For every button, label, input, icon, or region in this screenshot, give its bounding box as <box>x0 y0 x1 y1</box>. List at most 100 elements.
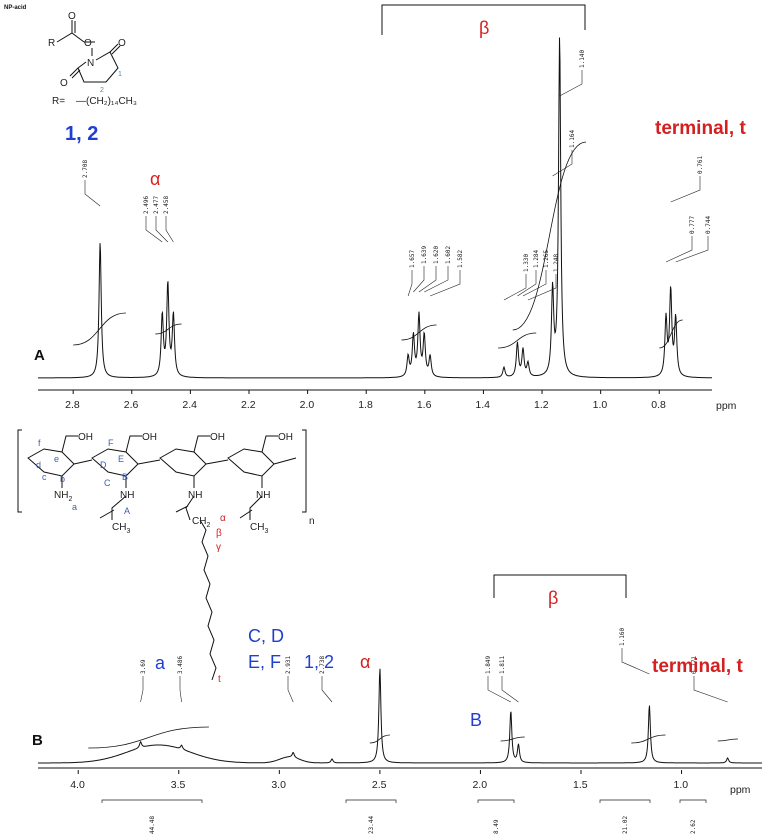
peak-leader <box>503 274 527 301</box>
peak-label: 1.639 <box>421 246 428 264</box>
chain-label-beta: β <box>216 528 222 539</box>
peak-leader <box>675 236 709 263</box>
peak-label: 2.496 <box>143 196 150 214</box>
integral-values-b: 44.48 23.44 8.49 21.02 2.62 <box>101 799 707 834</box>
polymer-bracket-right <box>302 429 307 513</box>
r-definition: —(CH₂)₁₄CH₃ <box>76 96 137 107</box>
oxygen-top-label: O <box>118 38 126 49</box>
peak-label: 3.69 <box>140 659 147 674</box>
panel-letter-b: B <box>32 732 43 749</box>
peak-leader <box>165 216 174 243</box>
peak-leader <box>527 274 557 301</box>
peak-label: 2.458 <box>163 196 170 214</box>
chain-label-gamma: γ <box>216 542 221 553</box>
axis-tick-label: 2.0 <box>300 399 315 411</box>
axis-a-unit: ppm <box>716 400 737 412</box>
oh-label-4: OH <box>278 432 293 443</box>
oh-label-3: OH <box>210 432 225 443</box>
axis-tick-label: 2.0 <box>472 779 487 791</box>
peak-leader <box>501 676 519 703</box>
chain-label-alpha: α <box>220 513 226 524</box>
integral-value: 21.02 <box>622 816 629 834</box>
integral-bracket <box>101 799 203 803</box>
ring-label-A: A <box>124 506 130 516</box>
peak-label: 1.811 <box>499 656 506 674</box>
integral-value: 44.48 <box>149 816 156 834</box>
label-a-terminal: terminal, t <box>655 118 746 139</box>
ring-label-F: F <box>108 438 114 448</box>
ring-label-d: d <box>36 460 41 470</box>
peak-labels-a: 2.708 2.496 2.477 2.458 1.657 1.639 1.620 1.602… <box>82 50 712 301</box>
integral-a-trace <box>73 141 683 349</box>
peak-leader <box>487 676 511 703</box>
axis-b-unit: ppm <box>730 784 751 796</box>
peak-leader <box>418 266 437 293</box>
axis-tick-label: 1.5 <box>573 779 588 791</box>
imide-carbonyls <box>69 43 121 79</box>
ring-label-C: C <box>104 478 111 488</box>
oh-label-1: OH <box>78 432 93 443</box>
integral-bracket <box>345 799 397 803</box>
label-a-beta: β <box>479 18 489 38</box>
peak-leader <box>155 216 169 243</box>
peak-label: 1.140 <box>579 50 586 68</box>
peak-leader <box>621 648 650 675</box>
integral-value: 2.62 <box>690 819 697 834</box>
integral-b-trace <box>88 726 738 749</box>
axis-tick-label: 2.4 <box>182 399 197 411</box>
axis-tick-label: 4.0 <box>70 779 85 791</box>
spectrum-a-trace <box>38 37 712 379</box>
axis-tick-label: 1.0 <box>674 779 689 791</box>
integral-bracket <box>599 799 651 803</box>
peak-leader <box>552 150 573 177</box>
axis-tick-label: 1.8 <box>358 399 373 411</box>
nh-label-3: NH <box>256 490 270 501</box>
peak-leader <box>424 266 449 293</box>
ch3-label-2: CH3 <box>250 522 268 535</box>
axis-b-ticks: 4.0 3.5 3.0 2.5 2.0 1.5 1.0 <box>70 770 688 791</box>
peak-leader <box>140 676 144 703</box>
label-b-e-f: E, F <box>248 652 281 672</box>
peak-label: 1.164 <box>569 130 576 148</box>
label-b-1-2: 1, 2 <box>304 652 334 672</box>
np-acid-label: NP-acid <box>4 5 27 11</box>
beta-bracket-a <box>381 4 586 35</box>
axis-tick-label: 3.5 <box>171 779 186 791</box>
label-b-a: a <box>155 653 166 673</box>
ring-label-B: B <box>122 472 128 482</box>
peak-label: 0.761 <box>697 156 704 174</box>
peak-leader <box>407 270 413 297</box>
label-a-alpha: α <box>150 169 160 189</box>
axis-tick-label: 3.0 <box>271 779 286 791</box>
glucose-rings <box>27 435 297 681</box>
axis-tick-label: 1.6 <box>417 399 432 411</box>
oh-label-2: OH <box>142 432 157 443</box>
axis-a-ticks: 2.8 2.6 2.4 2.2 2.0 1.8 1.6 1.4 1.2 1.0 0.8 <box>65 390 666 411</box>
r-group-label: R <box>48 38 55 49</box>
peak-label: 2.738 <box>319 656 326 674</box>
peak-leader <box>522 270 547 297</box>
peak-labels-b: 3.69 3.486 2.931 2.738 1.849 1.811 1.160 0.771 <box>140 628 728 703</box>
nh-label-2: NH <box>188 490 202 501</box>
axis-tick-label: 0.8 <box>651 399 666 411</box>
label-a-1-2: 1, 2 <box>65 123 98 145</box>
axis-tick-label: 2.8 <box>65 399 80 411</box>
ch3-label-1: CH3 <box>112 522 130 535</box>
succinimide-ring <box>77 51 119 83</box>
repeat-n-label: n <box>309 516 315 527</box>
integral-bracket <box>477 799 515 803</box>
peak-label: 0.771 <box>691 656 698 674</box>
peak-leader <box>693 676 728 703</box>
peak-leader <box>321 676 333 703</box>
peak-label: 1.248 <box>553 254 560 272</box>
carbon-2-label: 2 <box>100 87 104 94</box>
axis-tick-label: 1.0 <box>593 399 608 411</box>
chain-label-t: t <box>218 674 221 685</box>
peak-label: 1.330 <box>523 254 530 272</box>
peak-leader <box>670 176 701 203</box>
axis-tick-label: 2.5 <box>372 779 387 791</box>
ch2-label: CH2 <box>192 516 210 529</box>
ring-label-D: D <box>100 460 107 470</box>
axis-tick-label: 1.4 <box>475 399 490 411</box>
